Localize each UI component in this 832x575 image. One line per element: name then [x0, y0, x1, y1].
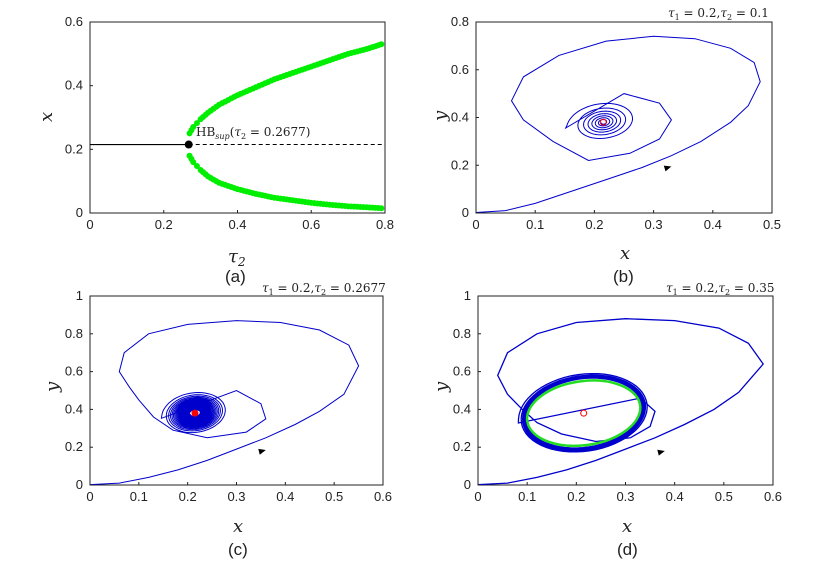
xtick-label: 0.2: [179, 489, 197, 504]
panel-c-yticks: 0 0.2 0.4 0.6 0.8 1: [65, 288, 93, 492]
panel-a-yticks: 0 0.2 0.4 0.6: [65, 14, 93, 220]
direction-arrow-b: [663, 165, 672, 172]
panel-d: 0 0.1 0.2 0.3 0.4 0.5 0.6 0 0.2 0.4 0.6 0.8 1 x y τ…: [431, 281, 782, 559]
panel-c-ylabel: y: [42, 381, 63, 393]
ytick-label: 0.2: [65, 439, 83, 454]
cycle-amplitude-point: [378, 41, 385, 48]
panel-a-ylabel: x: [36, 112, 57, 122]
panel-c-xticks: 0 0.1 0.2 0.3 0.4 0.5 0.6: [86, 482, 392, 504]
ytick-label: 0: [464, 477, 471, 492]
trajectory-c: [89, 320, 360, 486]
xtick-label: 0.4: [666, 489, 684, 504]
cycle-amplitude-point: [378, 205, 385, 212]
xtick-label: 0.5: [325, 489, 343, 504]
xtick-label: 0.3: [227, 489, 245, 504]
xtick-label: 0.5: [763, 217, 781, 232]
limit-cycle-d: [525, 379, 642, 448]
ytick-label: 0.6: [65, 14, 83, 29]
cycle-amplitude-points: [186, 41, 385, 212]
cycle-amplitude-point: [190, 159, 197, 166]
xtick-label: 0.5: [715, 489, 733, 504]
xtick-label: 0.4: [276, 489, 294, 504]
panel-d-yticks: 0 0.2 0.4 0.6 0.8 1: [453, 288, 481, 492]
xtick-label: 0.3: [616, 489, 634, 504]
hopf-point-marker: [184, 140, 193, 149]
xtick-label: 0.1: [130, 489, 148, 504]
equilibrium-marker-c: [191, 409, 199, 417]
ytick-label: 0.6: [65, 364, 83, 379]
panel-b-yticks: 0 0.2 0.4 0.6 0.8: [451, 14, 479, 220]
panel-d-xticks: 0 0.1 0.2 0.3 0.4 0.5 0.6: [474, 482, 782, 504]
xtick-label: 0.4: [228, 217, 246, 232]
panel-d-ylabel: y: [431, 381, 452, 393]
ytick-label: 0.8: [451, 14, 469, 29]
panel-c-title: τ1 = 0.2,τ2 = 0.2677: [262, 281, 386, 297]
direction-arrow-d: [657, 449, 665, 456]
panel-a-label: (a): [225, 267, 246, 286]
ytick-label: 0.4: [65, 401, 83, 416]
panel-c-xlabel: x: [233, 516, 243, 537]
panel-b-frame: [475, 21, 773, 214]
ytick-label: 0.2: [65, 141, 83, 156]
ytick-label: 0: [462, 205, 469, 220]
xtick-label: 0.1: [526, 217, 544, 232]
xtick-label: 0.2: [155, 217, 173, 232]
panel-b-label: (b): [613, 267, 634, 286]
xtick-label: 0.6: [302, 217, 320, 232]
panel-a-xticks: 0 0.2 0.4 0.6 0.8: [86, 210, 394, 232]
xtick-label: 0.6: [764, 489, 782, 504]
xtick-label: 0.6: [374, 489, 392, 504]
trajectory-d: [477, 318, 765, 486]
xtick-label: 0: [472, 217, 479, 232]
ytick-label: 0.4: [65, 78, 83, 93]
ytick-label: 0.4: [451, 110, 469, 125]
xtick-label: 0: [474, 489, 481, 504]
xtick-label: 0.8: [376, 217, 394, 232]
panel-b-xlabel: x: [620, 243, 630, 264]
panel-b: 0 0.1 0.2 0.3 0.4 0.5 0 0.2 0.4 0.6 0.8 x y τ1 = …: [430, 6, 781, 286]
ytick-label: 0.6: [453, 364, 471, 379]
xtick-label: 0.2: [567, 489, 585, 504]
panel-d-frame: [477, 295, 774, 486]
xtick-label: 0.2: [585, 217, 603, 232]
ytick-label: 1: [464, 288, 471, 303]
equilibrium-marker-b: [599, 118, 607, 126]
ytick-label: 0.2: [453, 439, 471, 454]
panel-a-frame: [89, 21, 386, 214]
cycle-amplitude-point: [193, 163, 200, 170]
xtick-label: 0: [86, 217, 93, 232]
ytick-label: 0: [76, 205, 83, 220]
panel-c: 0 0.1 0.2 0.3 0.4 0.5 0.6 0 0.2 0.4 0.6 0.8 1 x y τ…: [42, 281, 392, 559]
ytick-label: 0.4: [453, 401, 471, 416]
panel-d-title: τ1 = 0.2,τ2 = 0.35: [666, 281, 774, 297]
ytick-label: 0.6: [451, 62, 469, 77]
panel-a-xlabel: τ2: [228, 246, 246, 269]
ytick-label: 0.8: [65, 326, 83, 341]
xtick-label: 0.4: [704, 217, 722, 232]
cycle-amplitude-point: [190, 124, 197, 131]
direction-arrow-c: [258, 448, 266, 455]
panel-d-label: (d): [617, 540, 638, 559]
xtick-label: 0: [86, 489, 93, 504]
ytick-label: 0.2: [451, 157, 469, 172]
panel-b-title: τ1 = 0.2,τ2 = 0.1: [668, 6, 769, 22]
ytick-label: 0: [76, 477, 83, 492]
xtick-label: 0.3: [645, 217, 663, 232]
xtick-label: 0.1: [518, 489, 536, 504]
panel-c-label: (c): [228, 540, 248, 559]
panel-b-ylabel: y: [430, 110, 451, 122]
hopf-annotation: HBsup(τ2 = 0.2677): [196, 125, 310, 141]
panel-d-xlabel: x: [622, 516, 632, 537]
trajectory-b: [475, 35, 761, 213]
cycle-amplitude-point: [193, 120, 200, 127]
ytick-label: 0.8: [453, 326, 471, 341]
equilibrium-marker-d: [580, 409, 588, 417]
panel-a: HBsup(τ2 = 0.2677) 0 0.2 0.4 0.6 0.8 0 0.2 0.4…: [36, 14, 394, 286]
ytick-label: 1: [76, 288, 83, 303]
panel-b-xticks: 0 0.1 0.2 0.3 0.4 0.5: [472, 210, 781, 232]
